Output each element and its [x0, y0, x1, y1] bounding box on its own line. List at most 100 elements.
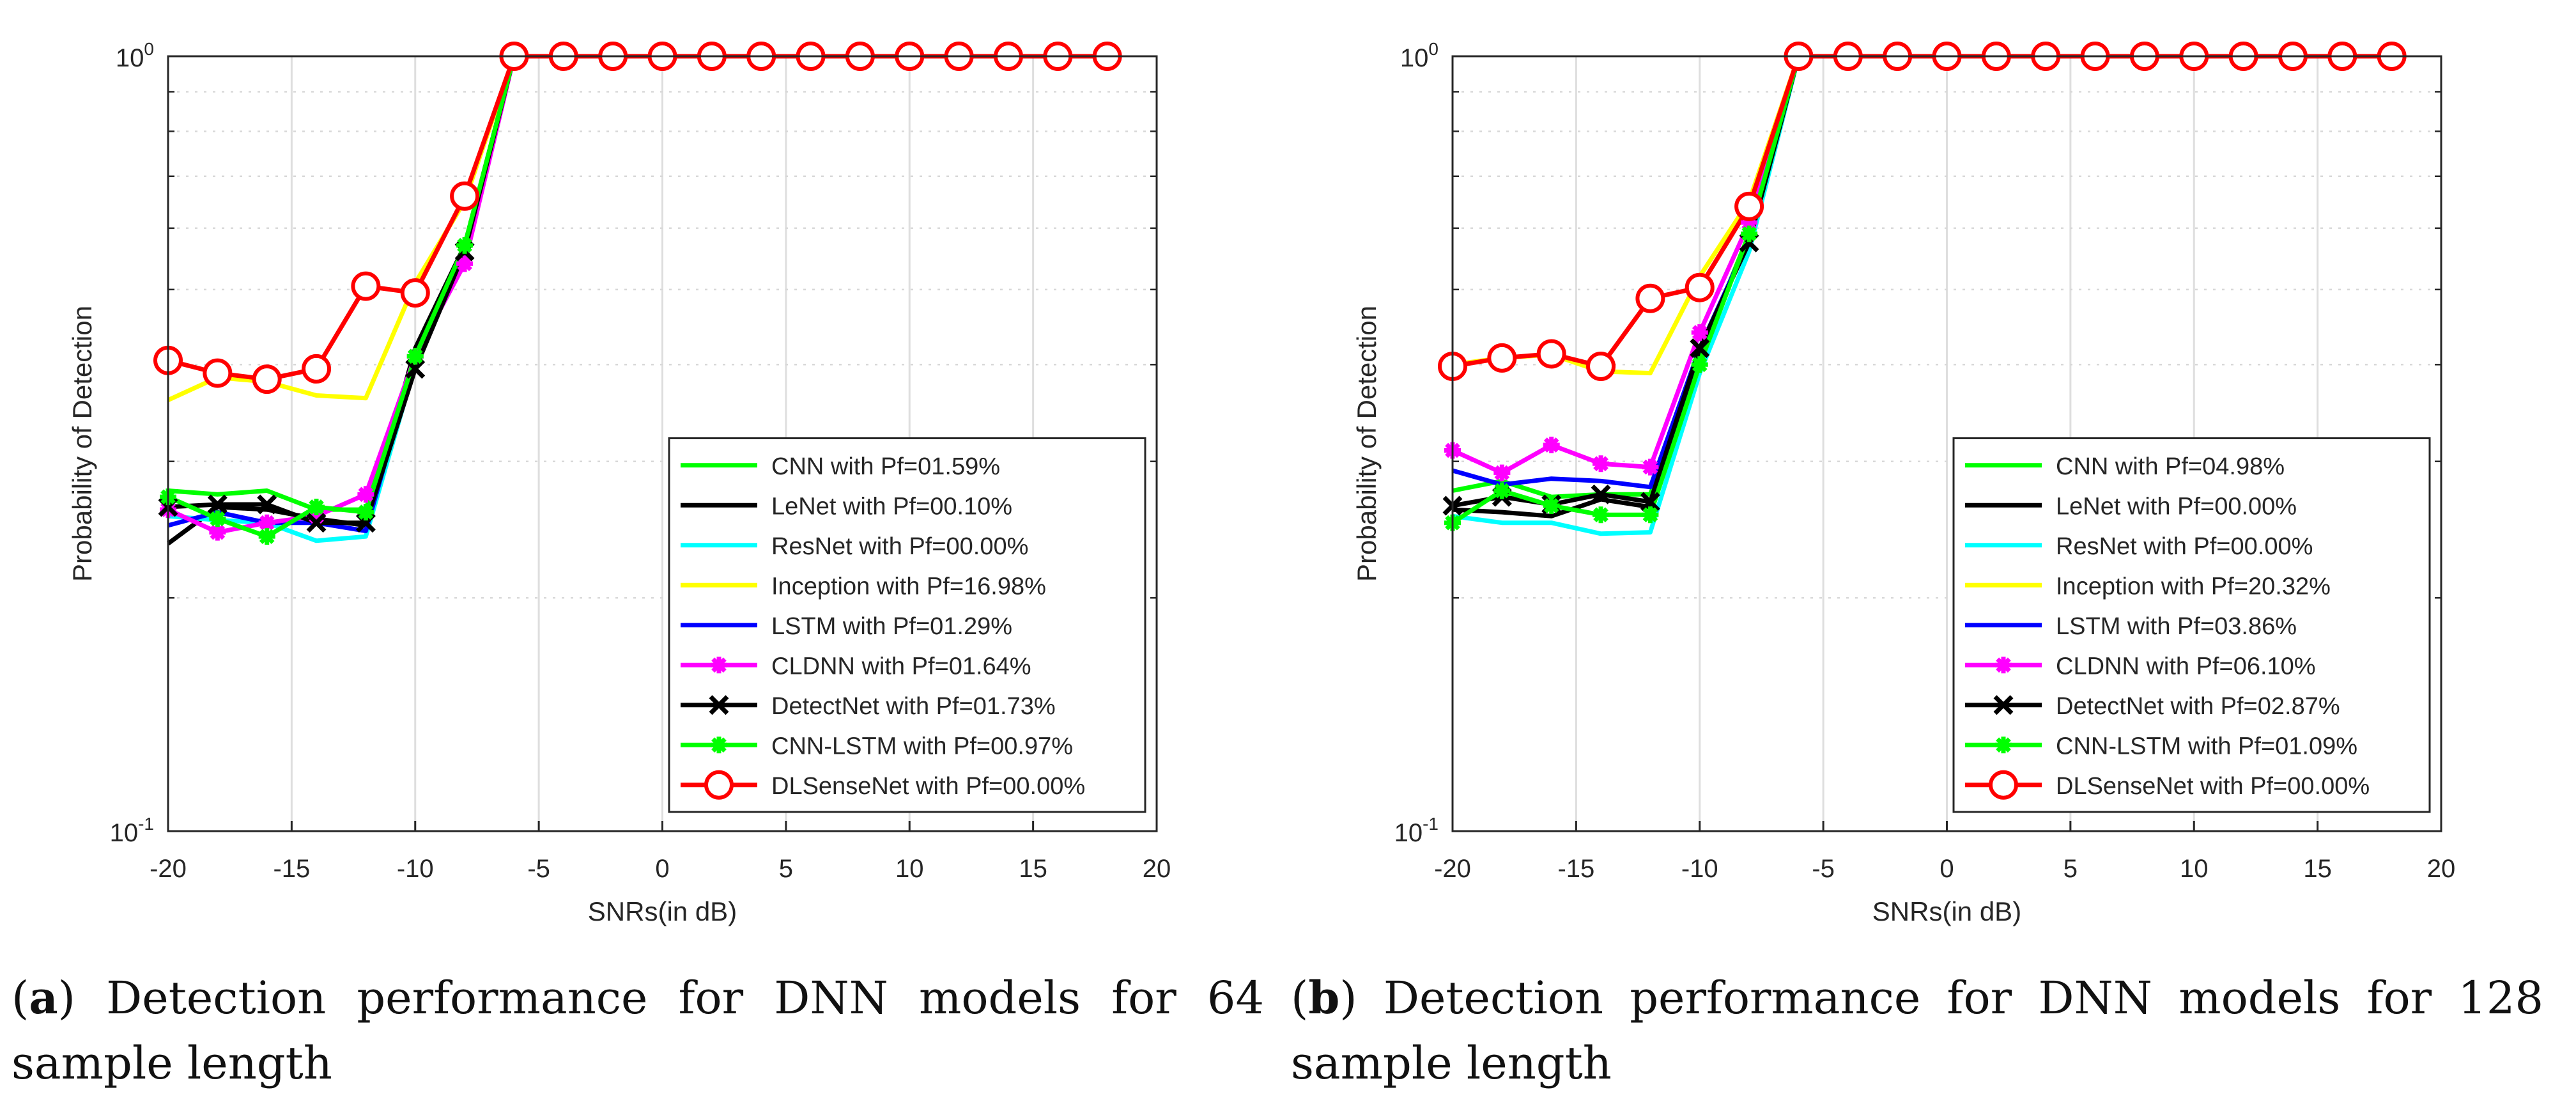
legend-entry-3: ResNet with Pf=00.00%	[2056, 533, 2313, 560]
y-tick-label: 10-1	[1394, 814, 1438, 847]
legend-entry-1: CNN with Pf=01.59%	[771, 453, 1000, 480]
data-point-7	[306, 513, 327, 533]
x-tick-label: -5	[527, 855, 550, 883]
data-point-6	[1642, 458, 1659, 476]
legend-entry-8: CNN-LSTM with Pf=00.97%	[771, 733, 1073, 760]
data-point-6	[1593, 455, 1610, 472]
y-tick-label: 10-1	[110, 814, 154, 847]
legend-entry-6: CLDNN with Pf=06.10%	[2056, 653, 2316, 680]
x-tick-label: -5	[1812, 855, 1835, 883]
x-tick-label: 10	[895, 855, 924, 883]
caption-a-text: Detection performance for DNN models for…	[12, 972, 1265, 1089]
legend-entry-4: Inception with Pf=20.32%	[2056, 573, 2331, 600]
legend-entry-7: DetectNet with Pf=01.73%	[771, 693, 1056, 720]
x-tick-label: 15	[2303, 855, 2332, 883]
x-axis-label: SNRs(in dB)	[588, 896, 737, 926]
x-tick-label: -20	[1434, 855, 1471, 883]
y-axis-label: Probability of Detection	[1352, 306, 1382, 582]
data-point-9	[203, 358, 233, 388]
x-tick-label: 0	[655, 855, 669, 883]
data-point-8	[1593, 506, 1610, 524]
data-point-9	[450, 181, 480, 211]
y-tick-label: 100	[116, 39, 154, 72]
data-point-6	[209, 524, 226, 541]
chart-a: -20 -15 -10 -5 0 5 10 15 20 10-1 100 SNRs(in dB) Pro…	[67, 39, 1171, 926]
data-point-8	[1642, 506, 1659, 524]
data-point-9	[1586, 351, 1616, 381]
chart-b: -20 -15 -10 -5 0 5 10 15 20 10-1 100 SNRs(in dB) Pro…	[1352, 39, 2455, 926]
legend-entry-4: Inception with Pf=16.98%	[771, 573, 1046, 600]
data-point-7	[257, 494, 277, 515]
data-point-8	[456, 237, 474, 254]
legend-entry-2: LeNet with Pf=00.00%	[2056, 493, 2297, 520]
x-tick-label: 5	[2063, 855, 2078, 883]
x-tick-label: -15	[273, 855, 310, 883]
y-tick-label: 100	[1400, 39, 1438, 72]
x-tick-label: 0	[1940, 855, 1954, 883]
legend-marker-6	[711, 657, 727, 674]
data-point-7	[405, 359, 426, 379]
data-point-7	[207, 494, 228, 515]
x-tick-label: 20	[1143, 855, 1171, 883]
x-tick-label: 20	[2427, 855, 2456, 883]
data-point-9	[1685, 272, 1715, 302]
x-tick-label: 10	[2180, 855, 2209, 883]
data-point-8	[1543, 497, 1560, 515]
legend-marker-8	[1995, 737, 2012, 754]
legend-marker-9	[704, 770, 734, 800]
legend-box	[1952, 437, 2431, 813]
data-point-9	[400, 278, 430, 308]
legend-entry-5: LSTM with Pf=01.29%	[771, 613, 1012, 640]
axes-frame	[167, 55, 1158, 832]
data-point-7	[1640, 492, 1660, 512]
data-point-6	[456, 255, 474, 272]
x-tick-label: 5	[779, 855, 793, 883]
data-point-8	[406, 348, 424, 365]
caption-b-label: b	[1308, 971, 1340, 1024]
data-point-9	[1734, 191, 1764, 221]
data-point-7	[1690, 338, 1710, 359]
data-point-6	[308, 508, 325, 525]
data-point-6	[357, 486, 374, 503]
data-point-6	[1691, 324, 1708, 341]
legend-marker-6	[1995, 657, 2012, 674]
caption-b: (b) Detection performance for DNN models…	[1291, 971, 2544, 1089]
data-point-8	[209, 510, 226, 527]
data-point-6	[258, 514, 275, 531]
legend-entry-9: DLSenseNet with Pf=00.00%	[771, 773, 1085, 800]
x-tick-label: -10	[397, 855, 434, 883]
data-point-8	[357, 504, 374, 521]
data-point-8	[1691, 356, 1708, 373]
legend-entry-1: CNN with Pf=04.98%	[2056, 453, 2285, 480]
legend-entry-6: CLDNN with Pf=01.64%	[771, 653, 1031, 680]
caption-a: (a) Detection performance for DNN models…	[12, 971, 1265, 1089]
legend-entry-9: DLSenseNet with Pf=00.00%	[2056, 773, 2370, 800]
x-tick-label: -10	[1681, 855, 1718, 883]
data-point-9	[1635, 283, 1665, 313]
caption-b-text: Detection performance for DNN models for…	[1291, 972, 2544, 1089]
legend-marker-8	[711, 737, 727, 754]
data-point-6	[1493, 464, 1511, 481]
data-point-8	[258, 528, 275, 545]
caption-a-label: a	[29, 971, 58, 1024]
data-point-9	[302, 354, 332, 384]
legend-marker-7	[709, 695, 729, 715]
x-tick-label: -20	[150, 855, 187, 883]
x-tick-label: 15	[1019, 855, 1047, 883]
legend-marker-9	[1989, 770, 2018, 800]
data-point-9	[1487, 343, 1517, 373]
legend-entry-3: ResNet with Pf=00.00%	[771, 533, 1028, 560]
y-axis-label: Probability of Detection	[67, 306, 97, 582]
data-point-6	[1741, 214, 1758, 231]
legend-entry-7: DetectNet with Pf=02.87%	[2056, 693, 2340, 720]
data-point-8	[308, 499, 325, 516]
legend-entry-8: CNN-LSTM with Pf=01.09%	[2056, 733, 2357, 760]
legend-entry-5: LSTM with Pf=03.86%	[2056, 613, 2297, 640]
axes-frame	[1451, 55, 2442, 832]
data-point-9	[351, 271, 381, 301]
data-point-8	[1741, 225, 1758, 242]
legend-marker-7	[1993, 695, 2014, 715]
x-tick-label: -15	[1557, 855, 1594, 883]
data-point-6	[1543, 437, 1560, 454]
